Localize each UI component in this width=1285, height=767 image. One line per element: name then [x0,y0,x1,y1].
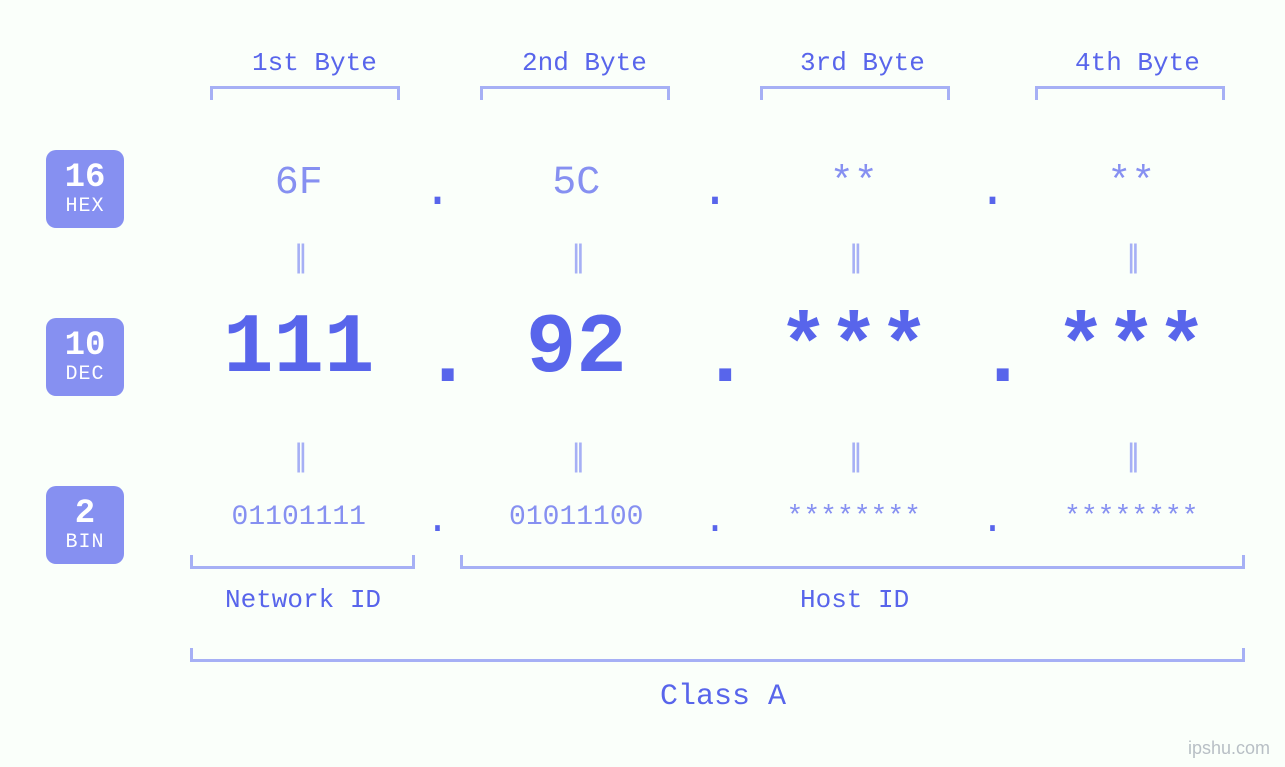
equals-icon: || [1008,238,1256,275]
equals-icon: || [453,437,701,474]
badge-hex-sys: HEX [65,196,104,217]
badge-bin: 2 BIN [46,486,124,564]
dot: . [978,499,1008,544]
hex-byte-4: ** [1008,161,1256,206]
hex-byte-1: 6F [175,161,423,206]
hex-byte-3: ** [730,161,978,206]
host-id-label: Host ID [800,585,909,615]
badge-dec-num: 10 [65,329,106,365]
top-bracket-1 [210,86,400,100]
equals-row-2: || || || || [175,437,1255,474]
badge-hex: 16 HEX [46,150,124,228]
equals-row-1: || || || || [175,238,1255,275]
host-bracket [460,555,1245,569]
dec-byte-2: 92 [453,302,701,397]
dec-byte-1: 111 [175,302,423,397]
ip-diagram: 1st Byte 2nd Byte 3rd Byte 4th Byte 16 H… [0,0,1285,767]
dot: . [978,312,1008,407]
equals-icon: || [730,238,978,275]
badge-dec: 10 DEC [46,318,124,396]
dec-row: 111 . 92 . *** . *** [175,302,1255,397]
dot: . [700,312,730,407]
dot: . [423,163,453,220]
dec-byte-4: *** [1008,302,1256,397]
network-id-label: Network ID [225,585,381,615]
byte-header-2: 2nd Byte [522,48,647,78]
bin-byte-3: ******** [730,502,978,533]
class-label: Class A [660,680,786,714]
dot: . [700,499,730,544]
equals-icon: || [453,238,701,275]
dot: . [423,499,453,544]
equals-icon: || [730,437,978,474]
badge-dec-sys: DEC [65,364,104,385]
bin-byte-2: 01011100 [453,502,701,533]
equals-icon: || [175,238,423,275]
byte-header-1: 1st Byte [252,48,377,78]
bin-byte-1: 01101111 [175,502,423,533]
top-bracket-2 [480,86,670,100]
top-bracket-3 [760,86,950,100]
dot: . [978,163,1008,220]
class-bracket [190,648,1245,662]
badge-bin-sys: BIN [65,532,104,553]
bin-row: 01101111 . 01011100 . ******** . *******… [175,495,1255,540]
bin-byte-4: ******** [1008,502,1256,533]
dot: . [700,163,730,220]
dot: . [423,312,453,407]
watermark: ipshu.com [1188,738,1270,759]
hex-row: 6F . 5C . ** . ** [175,155,1255,212]
top-bracket-4 [1035,86,1225,100]
dec-byte-3: *** [730,302,978,397]
badge-bin-num: 2 [75,497,95,533]
badge-hex-num: 16 [65,161,106,197]
equals-icon: || [175,437,423,474]
byte-header-4: 4th Byte [1075,48,1200,78]
network-bracket [190,555,415,569]
equals-icon: || [1008,437,1256,474]
byte-header-3: 3rd Byte [800,48,925,78]
hex-byte-2: 5C [453,161,701,206]
